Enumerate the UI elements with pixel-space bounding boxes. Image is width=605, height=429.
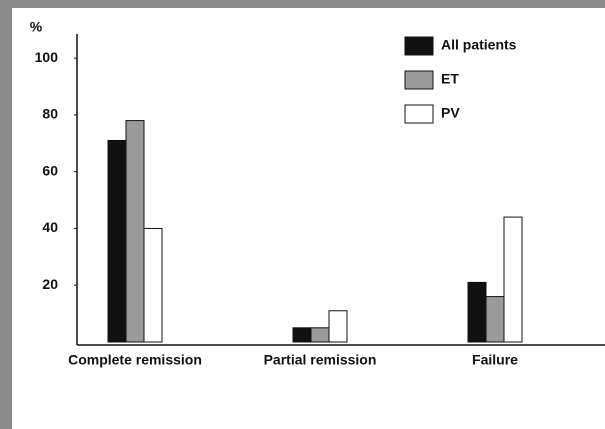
legend-swatch: [404, 36, 434, 56]
y-axis-label: %: [30, 19, 43, 35]
bar: [485, 296, 505, 343]
y-tick-label: 20: [42, 276, 58, 292]
bar: [125, 120, 145, 343]
frame-left: [0, 0, 12, 429]
y-tick-label: 60: [42, 162, 58, 178]
bar: [328, 310, 348, 343]
frame-top: [0, 0, 605, 8]
bar: [143, 227, 163, 343]
legend-swatch: [404, 70, 434, 90]
bar: [467, 281, 487, 343]
legend-swatch: [404, 104, 434, 124]
bar: [310, 327, 330, 343]
legend-label: All patients: [441, 37, 517, 53]
legend-label: ET: [441, 71, 459, 87]
bar: [503, 216, 523, 343]
y-tick-label: 80: [42, 106, 58, 122]
legend-label: PV: [441, 105, 460, 121]
y-tick-label: 100: [35, 49, 59, 65]
x-tick-label: Failure: [472, 352, 518, 368]
y-tick-label: 40: [42, 219, 58, 235]
x-tick-label: Partial remission: [264, 352, 377, 368]
bar: [107, 139, 127, 343]
bar: [292, 327, 312, 343]
x-tick-label: Complete remission: [68, 352, 202, 368]
